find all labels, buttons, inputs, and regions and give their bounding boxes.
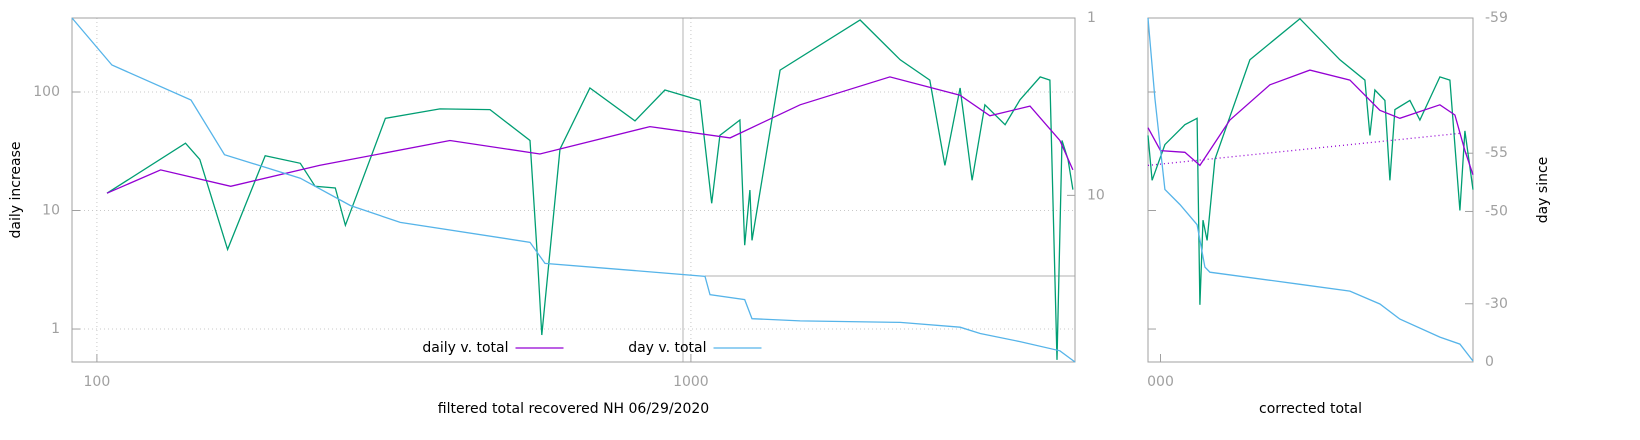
y2-tick-label: -30: [1485, 296, 1508, 312]
series-line: [71, 17, 1076, 363]
series-line: [1147, 17, 1474, 305]
legend-label: day v. total: [628, 340, 706, 356]
y-tick-label: 1: [51, 321, 60, 337]
series-line: [1147, 69, 1474, 176]
x-tick-label: 1000: [673, 374, 709, 390]
x-axis-title: filtered total recovered NH 06/29/2020: [438, 401, 709, 417]
series-line: [1147, 17, 1474, 362]
x-tick-label: 100: [84, 374, 111, 390]
y-tick-label: 10: [42, 203, 60, 219]
y2-tick-label: 0: [1485, 354, 1494, 370]
y2-tick-label: -59: [1485, 10, 1508, 26]
y2-axis-title: day since: [1535, 157, 1551, 224]
x-tick-label: 000: [1147, 374, 1174, 390]
plot-border: [1147, 17, 1474, 363]
y2-tick-label: 10: [1087, 187, 1105, 203]
series-line: [106, 19, 1074, 360]
y2-tick-label: 1: [1087, 10, 1096, 26]
plot-border: [71, 17, 1076, 363]
y2-tick-label: -55: [1485, 145, 1508, 161]
y-tick-label: 100: [33, 84, 60, 100]
series-line: [1147, 132, 1463, 167]
legend-label: daily v. total: [422, 340, 508, 356]
y-axis-title: daily increase: [8, 142, 24, 239]
x-axis-title: corrected total: [1259, 401, 1362, 417]
y2-tick-label: -50: [1485, 203, 1508, 219]
series-line: [106, 76, 1074, 194]
